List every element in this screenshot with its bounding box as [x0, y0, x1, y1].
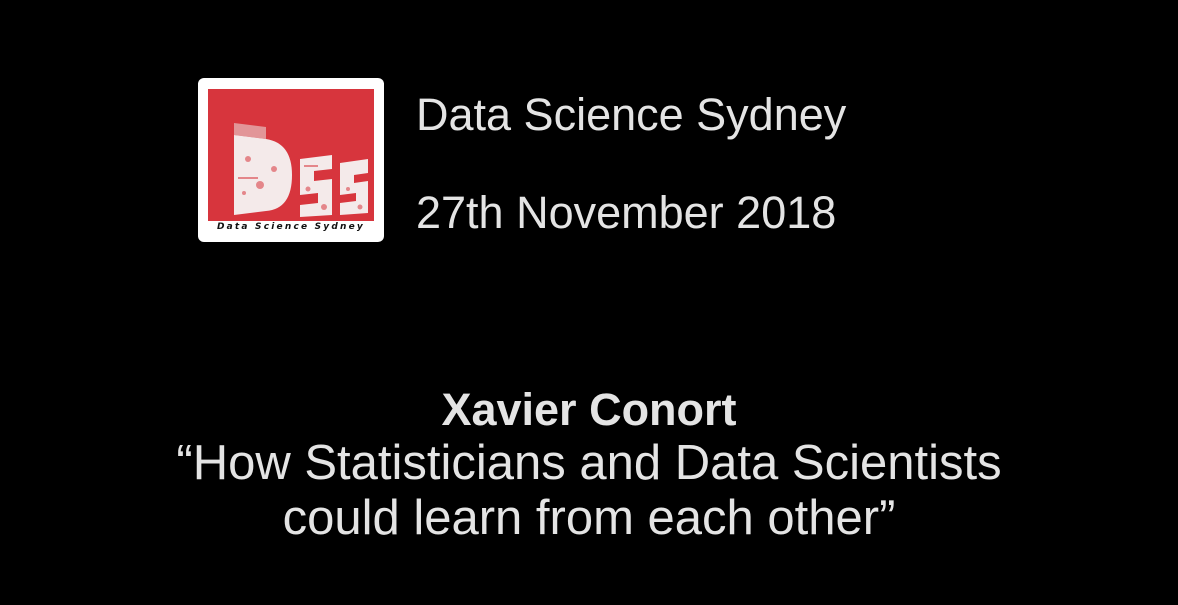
talk-title-line-2: could learn from each other” — [282, 491, 896, 545]
event-date: 27th November 2018 — [416, 187, 837, 238]
organization-name: Data Science Sydney — [416, 89, 847, 140]
dss-logo: Data Science Sydney — [198, 78, 384, 242]
dss-logo-mark-icon — [234, 123, 368, 217]
logo-red-panel — [208, 89, 374, 221]
logo-caption: Data Science Sydney — [216, 222, 365, 232]
speaker-name: Xavier Conort — [441, 384, 737, 435]
talk-title: “How Statisticians and Data Scientists c… — [0, 436, 1178, 546]
talk-title-line-1: “How Statisticians and Data Scientists — [176, 436, 1002, 490]
